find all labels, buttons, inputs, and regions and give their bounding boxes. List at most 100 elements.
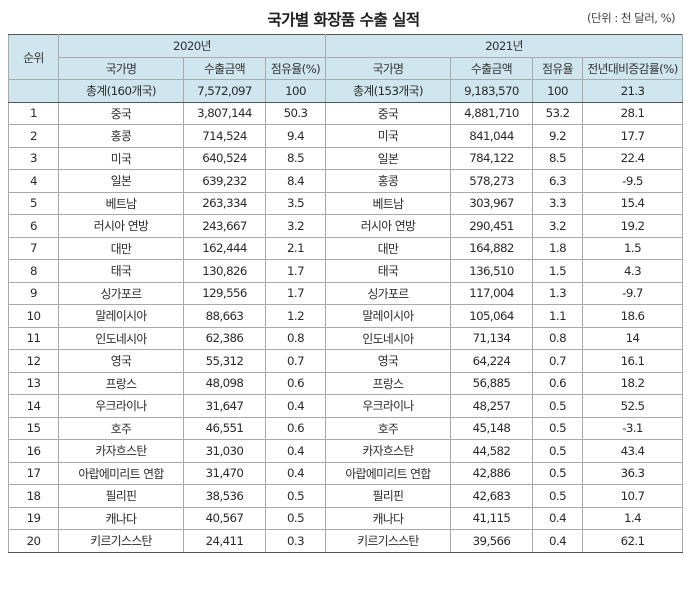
share-2020-cell: 0.3 [265,529,326,553]
share-2020-cell: 0.4 [265,394,326,418]
col-header-2021: 2021년 [324,34,684,58]
share-2020-cell: 9.4 [265,124,326,148]
share-2020-cell: 0.8 [265,326,326,350]
table-row: 17 아랍에미리트 연합 31,470 0.4 아랍에미리트 연합 42,886 0.5 36… [8,461,684,485]
growth-2021-cell: 16.1 [581,349,684,373]
amount-2020-cell: 31,647 [183,394,266,418]
share-2020-cell: 2.1 [265,236,326,260]
amount-2020-cell: 88,663 [183,304,266,328]
amount-2021-cell: 290,451 [450,214,533,238]
share-2021-cell: 0.5 [532,484,583,508]
share-2021-cell: 6.3 [532,169,583,193]
country-2021-cell: 우크라이나 [325,394,451,418]
amount-2020-cell: 24,411 [183,529,266,553]
country-2021-cell: 미국 [325,124,451,148]
table-row: 15 호주 46,551 0.6 호주 45,148 0.5 -3.1 [8,416,684,440]
rank-cell: 2 [8,124,59,148]
total-amount-2021: 9,183,570 [450,79,533,103]
growth-2021-cell: -9.5 [581,169,684,193]
amount-2020-cell: 162,444 [183,236,266,260]
amount-2020-cell: 3,807,144 [183,101,266,125]
growth-2021-cell: 10.7 [581,484,684,508]
growth-2021-cell: 28.1 [581,101,684,125]
country-2021-cell: 대만 [325,236,451,260]
country-2020-cell: 베트남 [58,191,184,215]
amount-2020-cell: 263,334 [183,191,266,215]
total-share-2020: 100 [265,79,326,103]
share-2020-cell: 50.3 [265,101,326,125]
share-2021-cell: 3.3 [532,191,583,215]
amount-2020-cell: 62,386 [183,326,266,350]
country-2020-cell: 러시아 연방 [58,214,184,238]
share-2021-cell: 1.8 [532,236,583,260]
country-2021-cell: 키르기스스탄 [325,529,451,553]
rank-cell: 10 [8,304,59,328]
rank-cell: 3 [8,146,59,170]
amount-2020-cell: 640,524 [183,146,266,170]
amount-2021-cell: 117,004 [450,281,533,305]
country-2021-cell: 홍콩 [325,169,451,193]
country-2021-cell: 필리핀 [325,484,451,508]
amount-2021-cell: 71,134 [450,326,533,350]
amount-2021-cell: 42,683 [450,484,533,508]
country-2021-cell: 러시아 연방 [325,214,451,238]
page-title: 국가별 화장품 수출 실적 [267,11,420,29]
rank-cell: 11 [8,326,59,350]
amount-2021-cell: 841,044 [450,124,533,148]
rank-cell: 5 [8,191,59,215]
rank-cell: 13 [8,371,59,395]
col-header-amount-2021: 수출금액 [450,56,533,80]
amount-2020-cell: 40,567 [183,506,266,530]
share-2020-cell: 8.4 [265,169,326,193]
growth-2021-cell: 18.2 [581,371,684,395]
amount-2020-cell: 243,667 [183,214,266,238]
total-share-2021: 100 [532,79,583,103]
amount-2021-cell: 42,886 [450,461,533,485]
share-2020-cell: 0.7 [265,349,326,373]
header-row-years: 순위 2020년 2021년 [8,34,684,80]
rank-cell: 17 [8,461,59,485]
table-row: 13 프랑스 48,098 0.6 프랑스 56,885 0.6 18.2 [8,371,684,395]
rank-cell: 8 [8,259,59,283]
amount-2021-cell: 44,582 [450,439,533,463]
country-2020-cell: 우크라이나 [58,394,184,418]
table-row: 16 카자흐스탄 31,030 0.4 카자흐스탄 44,582 0.5 43.4 [8,439,684,463]
country-2020-cell: 키르기스스탄 [58,529,184,553]
share-2020-cell: 0.5 [265,506,326,530]
amount-2020-cell: 38,536 [183,484,266,508]
country-2021-cell: 말레이시아 [325,304,451,328]
share-2020-cell: 0.4 [265,461,326,485]
col-header-country-2020: 국가명 [58,56,184,80]
share-2021-cell: 1.3 [532,281,583,305]
table-row: 7 대만 162,444 2.1 대만 164,882 1.8 1.5 [8,236,684,260]
growth-2021-cell: 15.4 [581,191,684,215]
country-2021-cell: 인도네시아 [325,326,451,350]
share-2021-cell: 3.2 [532,214,583,238]
rank-cell: 4 [8,169,59,193]
country-2021-cell: 중국 [325,101,451,125]
country-2020-cell: 중국 [58,101,184,125]
amount-2021-cell: 164,882 [450,236,533,260]
country-2020-cell: 프랑스 [58,371,184,395]
share-2021-cell: 8.5 [532,146,583,170]
share-2020-cell: 3.2 [265,214,326,238]
amount-2020-cell: 48,098 [183,371,266,395]
growth-2021-cell: 4.3 [581,259,684,283]
country-2020-cell: 아랍에미리트 연합 [58,461,184,485]
growth-2021-cell: -9.7 [581,281,684,305]
total-amount-2020: 7,572,097 [183,79,266,103]
country-2021-cell: 일본 [325,146,451,170]
total-country-2021: 총계(153개국) [325,79,451,103]
share-2021-cell: 0.4 [532,529,583,553]
country-2021-cell: 아랍에미리트 연합 [325,461,451,485]
country-2020-cell: 미국 [58,146,184,170]
country-2021-cell: 캐나다 [325,506,451,530]
share-2020-cell: 8.5 [265,146,326,170]
col-header-growth-2021: 전년대비증감률(%) [581,56,684,80]
growth-2021-cell: 52.5 [581,394,684,418]
rank-cell: 9 [8,281,59,305]
table-row: 14 우크라이나 31,647 0.4 우크라이나 48,257 0.5 52.5 [8,394,684,418]
table-row: 20 키르기스스탄 24,411 0.3 키르기스스탄 39,566 0.4 62.1 [8,529,684,553]
share-2021-cell: 0.5 [532,416,583,440]
rank-cell: 1 [8,101,59,125]
